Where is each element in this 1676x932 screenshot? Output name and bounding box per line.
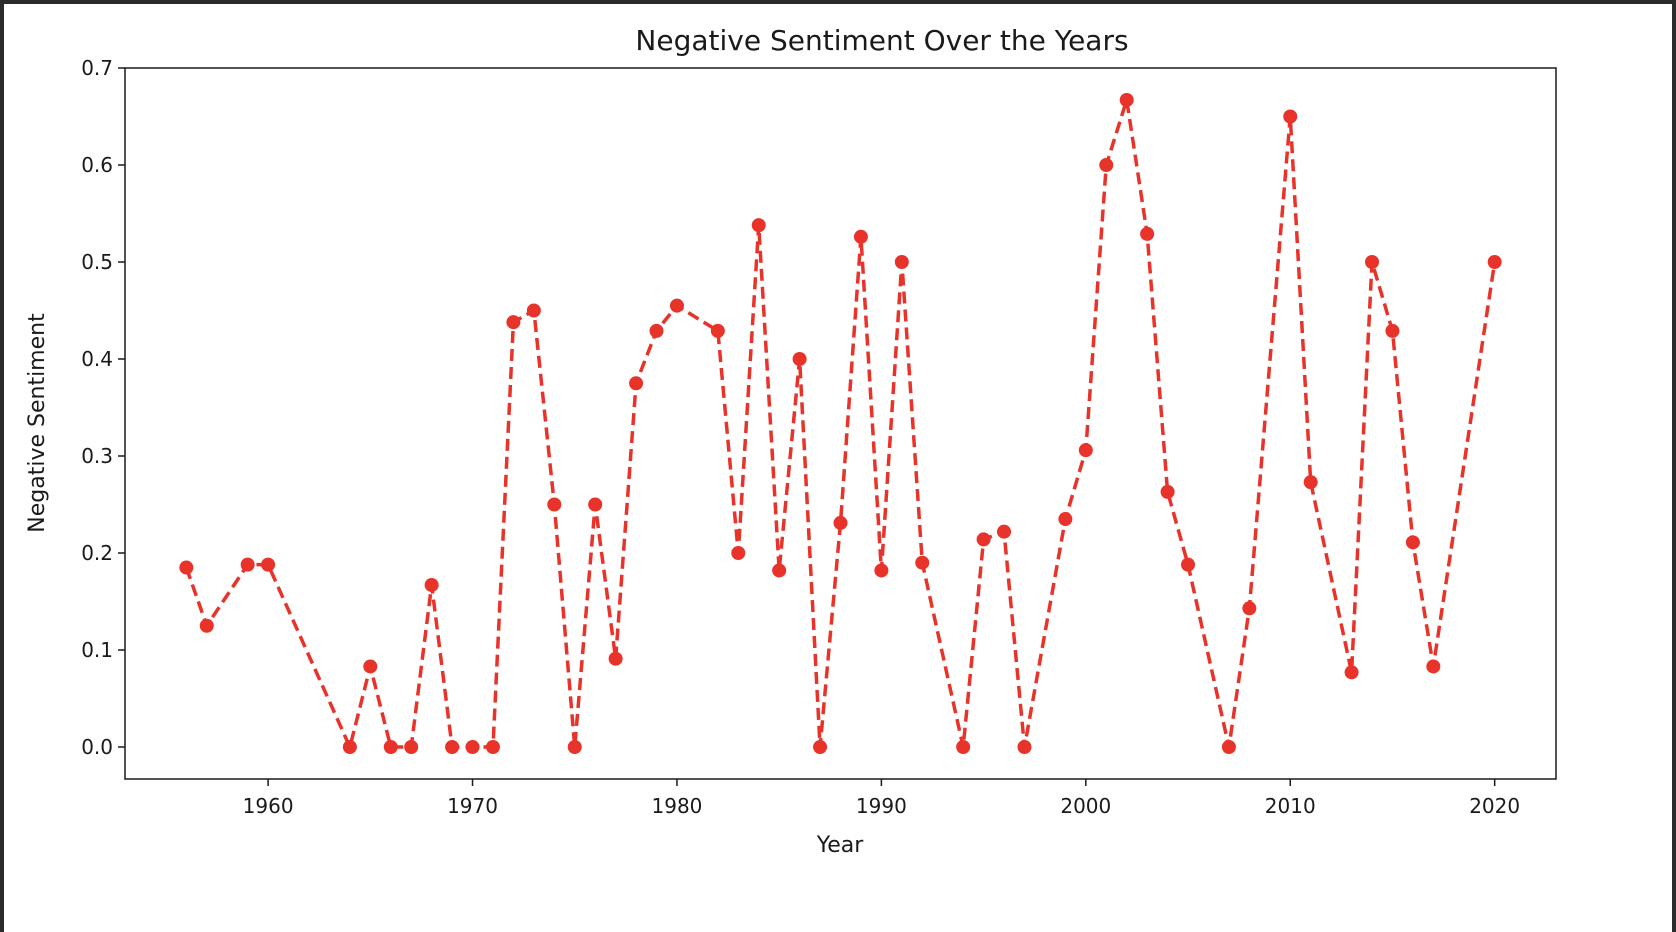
data-point xyxy=(1487,255,1502,269)
y-axis-label: Negative Sentiment xyxy=(25,313,50,533)
data-point xyxy=(751,218,766,233)
data-point xyxy=(342,739,357,754)
data-point xyxy=(1344,665,1359,680)
data-point xyxy=(240,557,255,572)
data-point xyxy=(772,563,787,578)
y-tick-label: 0.5 xyxy=(81,250,113,274)
data-point xyxy=(894,255,909,269)
x-tick-label: 1980 xyxy=(652,794,703,818)
data-point xyxy=(1303,475,1318,490)
data-point xyxy=(874,563,889,578)
data-point xyxy=(710,323,725,338)
data-point xyxy=(629,376,644,391)
data-point xyxy=(1426,659,1441,674)
data-point xyxy=(1160,484,1175,499)
data-point xyxy=(1078,443,1093,458)
data-point xyxy=(363,659,378,674)
data-point xyxy=(997,524,1012,539)
x-tick-label: 1960 xyxy=(243,794,294,818)
x-tick-label: 2020 xyxy=(1469,794,1520,818)
y-tick-label: 0.1 xyxy=(81,638,113,662)
data-point xyxy=(465,739,480,754)
data-point xyxy=(1058,512,1073,527)
data-point xyxy=(588,497,603,512)
data-point xyxy=(1119,93,1134,108)
data-point xyxy=(199,618,214,633)
data-point xyxy=(1140,226,1155,241)
y-tick-label: 0.3 xyxy=(81,444,113,468)
data-point xyxy=(1181,557,1196,572)
y-tick-label: 0.2 xyxy=(81,541,113,565)
data-point xyxy=(547,497,562,512)
y-tick-label: 0.6 xyxy=(81,153,113,177)
data-point xyxy=(526,303,541,318)
data-point xyxy=(1405,535,1420,550)
data-point xyxy=(649,323,664,338)
x-tick-label: 1990 xyxy=(856,794,907,818)
y-axis: 0.0 0.1 0.2 0.3 0.4 0.5 0.6 0.7 xyxy=(81,56,125,759)
data-point xyxy=(567,739,582,754)
data-point xyxy=(792,352,807,366)
chart-title: Negative Sentiment Over the Years xyxy=(635,24,1128,57)
series-line xyxy=(184,98,1497,749)
data-point xyxy=(976,532,991,547)
data-point xyxy=(506,315,521,330)
data-point xyxy=(1221,739,1236,754)
data-point xyxy=(404,739,419,754)
data-point xyxy=(669,298,684,313)
data-point xyxy=(915,555,930,570)
data-point xyxy=(261,557,276,572)
x-tick-label: 2000 xyxy=(1060,794,1111,818)
data-point xyxy=(1099,158,1114,172)
data-point xyxy=(1283,109,1298,124)
data-point xyxy=(445,739,460,754)
data-point xyxy=(179,560,194,575)
data-point xyxy=(383,739,398,754)
y-tick-label: 0.7 xyxy=(81,56,113,80)
data-point xyxy=(833,515,848,530)
data-point xyxy=(1385,323,1400,338)
chart-figure: Negative Sentiment Over the Years 1960 19… xyxy=(4,4,1672,932)
y-tick-label: 0.0 xyxy=(81,735,113,759)
data-point xyxy=(485,739,500,754)
data-point xyxy=(731,545,746,560)
data-point xyxy=(1017,739,1032,754)
data-point xyxy=(853,229,868,244)
data-point xyxy=(813,739,828,754)
data-point xyxy=(424,578,439,592)
data-point xyxy=(1242,601,1257,616)
plot-frame xyxy=(124,67,1557,780)
data-point xyxy=(608,651,623,666)
x-tick-label: 1970 xyxy=(447,794,498,818)
x-axis: 1960 1970 1980 1990 2000 2010 2020 xyxy=(243,779,1520,818)
plot-area: 1960 1970 1980 1990 2000 2010 2020 0.00.10.20.… xyxy=(81,56,1557,818)
data-point xyxy=(1365,255,1380,269)
data-point xyxy=(956,739,971,754)
data-points xyxy=(179,93,1502,754)
y-tick-label: 0.4 xyxy=(81,347,113,371)
x-tick-label: 2010 xyxy=(1265,794,1316,818)
x-axis-label: Year xyxy=(816,833,865,858)
line-chart: Negative Sentiment Over the Years 1960 19… xyxy=(25,24,1557,858)
